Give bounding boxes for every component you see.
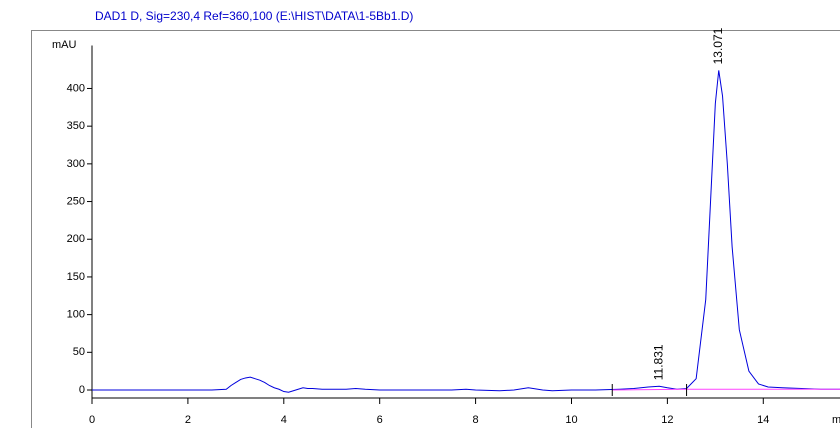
peak-label: 11.831 (651, 344, 665, 380)
y-tick-label: 300 (67, 158, 85, 170)
y-tick-label: 350 (67, 120, 85, 132)
y-tick-label: 50 (73, 346, 85, 358)
y-tick-label: 100 (67, 309, 85, 321)
chart-title: DAD1 D, Sig=230,4 Ref=360,100 (E:\HIST\D… (95, 9, 413, 23)
x-tick-label: 0 (89, 414, 95, 426)
y-tick-label: 150 (67, 271, 85, 283)
y-tick-label: 200 (67, 233, 85, 245)
y-tick-label: 400 (67, 82, 85, 94)
peak-label: 13.071 (711, 27, 725, 64)
y-tick-label: 250 (67, 195, 85, 207)
x-tick-label: 14 (757, 414, 769, 426)
x-tick-label: 8 (473, 414, 479, 426)
y-tick-label: 0 (79, 384, 85, 396)
frame (31, 30, 840, 428)
x-tick-label: 6 (377, 414, 383, 426)
series-line (612, 388, 840, 391)
x-tick-label: 12 (661, 414, 673, 426)
x-tick-label: 10 (565, 414, 577, 426)
x-tick-label: 4 (281, 414, 287, 426)
series-line (92, 70, 840, 393)
x-tick-label: 2 (185, 414, 191, 426)
x-axis-label: min (832, 414, 840, 426)
y-axis-label: mAU (52, 39, 77, 51)
